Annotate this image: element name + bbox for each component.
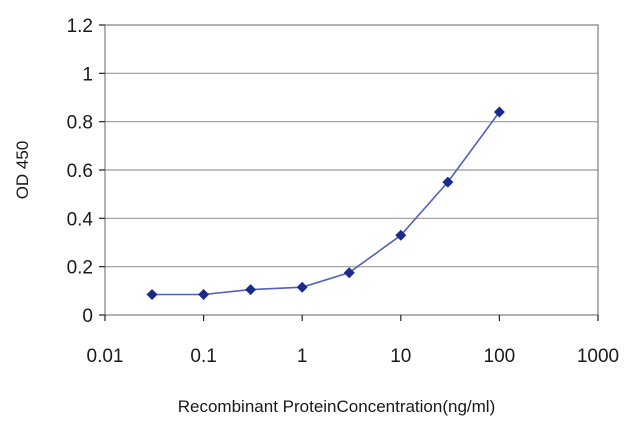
y-tick-label: 0.8 — [67, 113, 93, 134]
data-point-marker — [146, 288, 158, 300]
x-tick-label: 1000 — [577, 346, 619, 367]
series-line — [152, 111, 501, 296]
y-tick-label: 0.4 — [67, 209, 94, 230]
x-tick-label: 0.01 — [87, 346, 124, 367]
x-tick-label: 100 — [484, 346, 516, 367]
y-axis-title: OD 450 — [13, 141, 32, 200]
data-point-marker — [395, 229, 407, 241]
x-tick-label: 10 — [390, 346, 411, 367]
data-point-marker — [442, 176, 454, 188]
x-tick-label: 1 — [297, 346, 308, 367]
data-point-marker — [343, 267, 355, 279]
gridlines — [105, 72, 598, 268]
data-point-marker — [198, 288, 210, 300]
data-point-marker — [296, 281, 308, 293]
x-axis-title: Recombinant ProteinConcentration(ng/ml) — [178, 397, 496, 416]
x-axis-ticks: 0.01 0.1 1 10 100 1000 — [87, 315, 619, 367]
y-tick-label: 0 — [82, 306, 93, 327]
data-point-marker — [493, 106, 505, 118]
x-tick-label: 0.1 — [190, 346, 216, 367]
y-tick-label: 1.2 — [67, 16, 93, 37]
y-axis-ticks: 0 0.2 0.4 0.6 0.8 1 1.2 — [67, 16, 105, 327]
y-tick-label: 0.2 — [67, 258, 93, 279]
data-point-marker — [245, 284, 257, 296]
y-tick-label: 1 — [82, 64, 93, 85]
y-tick-label: 0.6 — [67, 161, 93, 182]
series-markers — [146, 106, 505, 300]
